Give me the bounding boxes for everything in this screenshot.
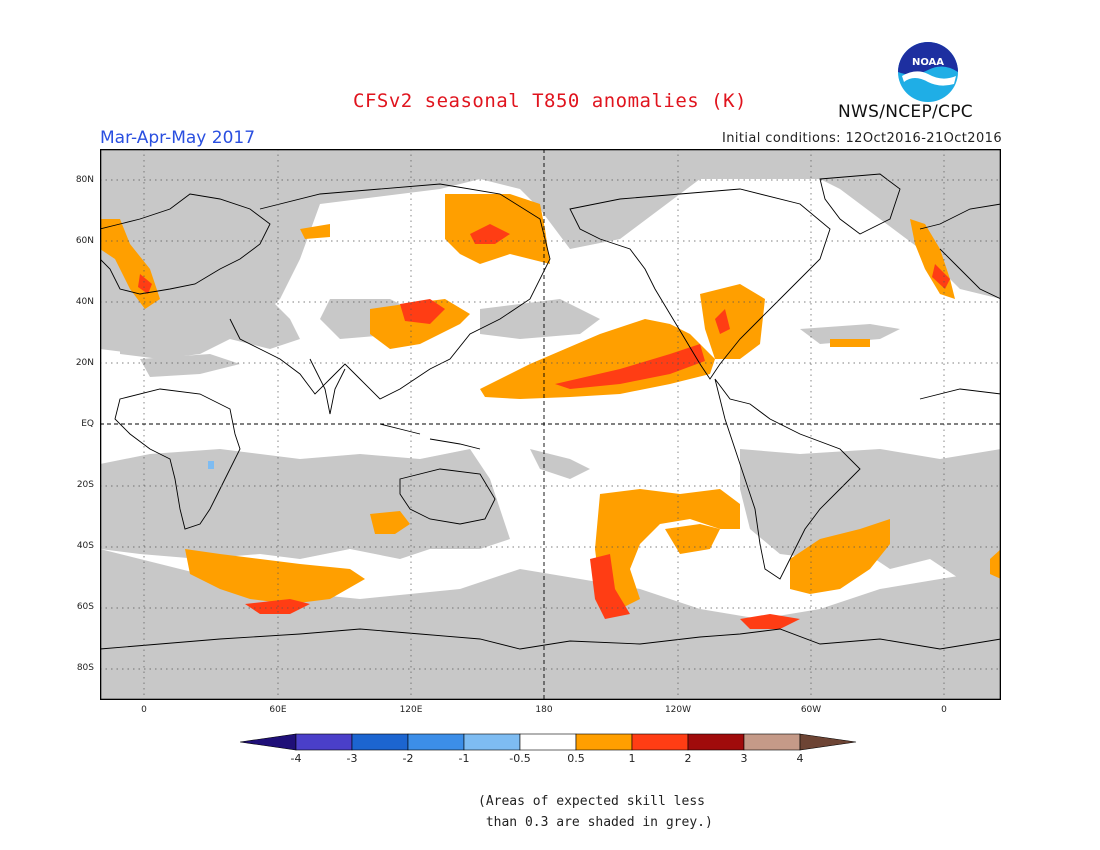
- lat-label-80s: 80S: [76, 663, 94, 673]
- colorbar-label: 2: [684, 752, 692, 765]
- lat-label-20s: 20S: [76, 480, 94, 490]
- noaa-logo-text: NOAA: [912, 57, 944, 68]
- colorbar-cell-8: [687, 733, 745, 751]
- colorbar-cell-4: [463, 733, 521, 751]
- anomaly-negative-patch: [208, 461, 214, 469]
- colorbar-label: -4: [290, 752, 302, 765]
- colorbar-cell-0: [240, 733, 297, 751]
- season-label: Mar-Apr-May 2017: [100, 128, 256, 148]
- initial-conditions-label: Initial conditions: 12Oct2016-21Oct2016: [722, 131, 1002, 146]
- lon-label-60w: 60W: [800, 705, 822, 715]
- equator-dateline: [100, 149, 1001, 700]
- colorbar-label: -1: [458, 752, 470, 765]
- lon-label-0: 0: [141, 705, 147, 715]
- lon-label-120w: 120W: [664, 705, 692, 715]
- lat-label-60s: 60S: [76, 602, 94, 612]
- lat-lon-gridlines: [100, 149, 1001, 700]
- lat-label-20n: 20N: [75, 358, 94, 368]
- colorbar-cell-10: [799, 733, 857, 751]
- colorbar-cell-1: [295, 733, 353, 751]
- lat-label-60n: 60N: [75, 236, 94, 246]
- map-frame: [100, 149, 1001, 700]
- lat-label-eq: EQ: [81, 419, 94, 429]
- skill-note: (Areas of expected skill less than 0.3 a…: [478, 794, 713, 830]
- colorbar-cell-9: [743, 733, 801, 751]
- colorbar-label: 3: [740, 752, 748, 765]
- agency-label: NWS/NCEP/CPC: [838, 102, 973, 122]
- colorbar-cell-3: [407, 733, 465, 751]
- lon-label-60e: 60E: [269, 705, 287, 715]
- low-skill-shading: [100, 149, 1001, 700]
- colorbar: [240, 733, 857, 751]
- lat-label-80n: 80N: [75, 175, 94, 185]
- anomaly-1-2: [138, 224, 950, 629]
- lat-label-40s: 40S: [76, 541, 94, 551]
- colorbar-label: -0.5: [509, 752, 531, 765]
- colorbar-cell-6: [575, 733, 633, 751]
- colorbar-label: 0.5: [567, 752, 585, 765]
- lat-label-40n: 40N: [75, 297, 94, 307]
- colorbar-label: -2: [402, 752, 414, 765]
- colorbar-cell-2: [351, 733, 409, 751]
- colorbar-label: -3: [346, 752, 358, 765]
- lon-label-180: 180: [535, 705, 553, 715]
- lon-label-120e: 120E: [399, 705, 423, 715]
- coastlines: [100, 173, 1001, 650]
- map-title: CFSv2 seasonal T850 anomalies (K): [353, 90, 747, 112]
- colorbar-cell-7: [631, 733, 689, 751]
- colorbar-label: 1: [628, 752, 636, 765]
- noaa-logo: NOAA: [898, 42, 958, 102]
- colorbar-label: 4: [796, 752, 804, 765]
- anomaly-map: [100, 149, 1001, 700]
- colorbar-cell-5: [519, 733, 577, 751]
- lon-label-0-right: 0: [941, 705, 947, 715]
